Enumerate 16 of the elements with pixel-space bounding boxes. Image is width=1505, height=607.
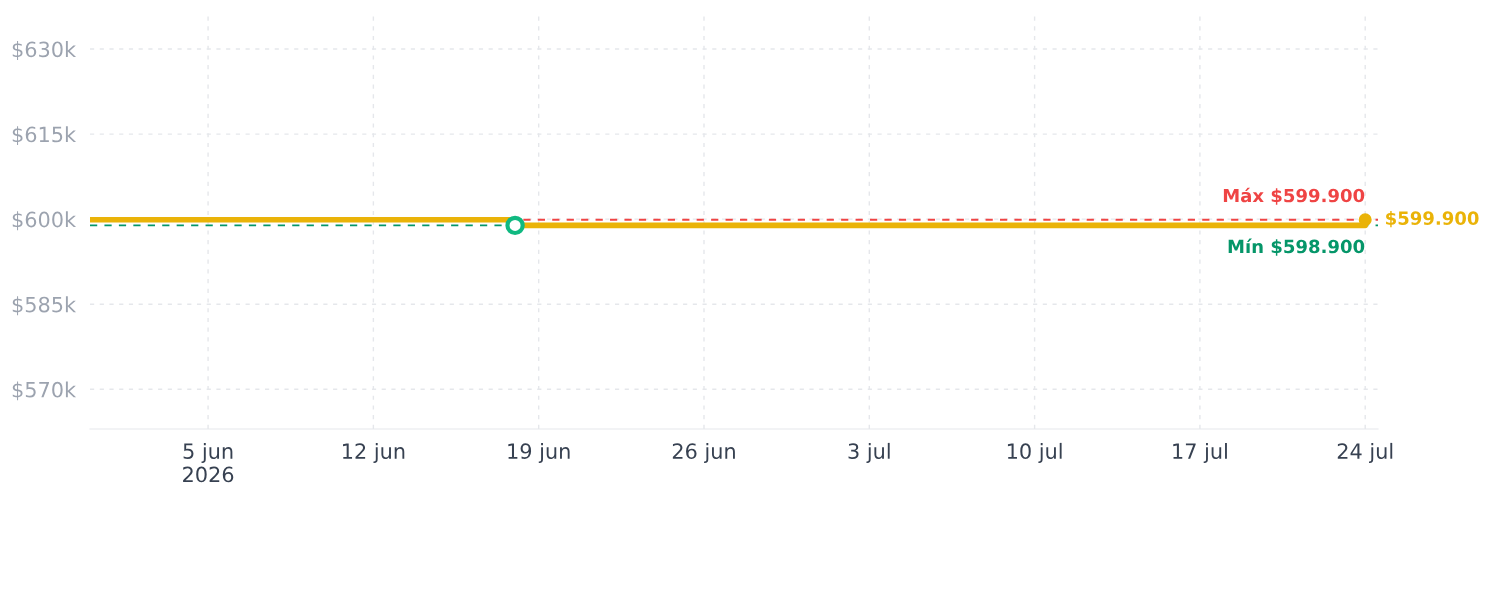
x-tick-label: 5 jun 2026 [183, 442, 234, 483]
x-tick-label: 12 jun [343, 442, 405, 464]
ref-line-label: Mín $598.900 [1228, 238, 1365, 256]
ref-line-label: Máx $599.900 [1223, 187, 1365, 205]
y-tick-label: $600k [12, 211, 77, 231]
y-tick-label: $615k [12, 126, 77, 146]
data-label: $599.900 [1386, 210, 1479, 228]
x-tick-label: 26 jun [672, 442, 735, 464]
x-tick-label: 24 jul [1337, 442, 1393, 464]
x-tick-label: 19 jun [508, 442, 570, 464]
x-tick-label: 17 jul [1173, 442, 1227, 464]
y-tick-label: $585k [12, 296, 77, 316]
y-tick-label: $630k [12, 41, 77, 61]
y-tick-label: $570k [12, 381, 77, 401]
x-tick-label: 3 jul [848, 442, 890, 464]
x-tick-label: 10 jul [1007, 442, 1062, 464]
